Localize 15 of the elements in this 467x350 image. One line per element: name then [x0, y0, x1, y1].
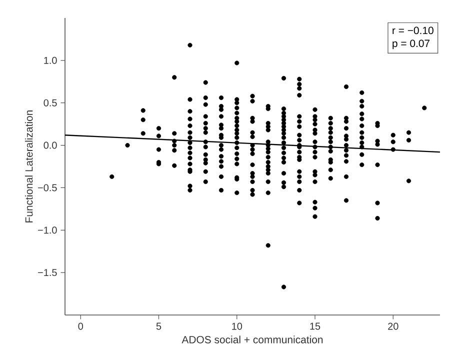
x-tick-label: 5	[156, 322, 162, 330]
annotation: p = 0.07	[392, 40, 430, 50]
y-tick-label: −0.5	[38, 184, 57, 192]
annotation: r = −0.10	[392, 26, 434, 34]
y-tick-label: 1.0	[44, 56, 57, 64]
x-tick-label: 10	[232, 322, 242, 330]
y-tick-label: 0.0	[44, 142, 57, 149]
y-tick-label: −1.0	[38, 226, 57, 234]
x-tick-label: 0	[78, 322, 84, 330]
y-tick-label: −1.5	[38, 269, 57, 276]
y-axis-title: Functional Lateralization	[25, 110, 33, 222]
y-tick-label: 0.5	[44, 99, 57, 106]
x-axis-title: ADOS social + communication	[182, 336, 323, 344]
x-tick-label: 15	[310, 322, 320, 330]
x-tick-label: 20	[388, 322, 398, 330]
